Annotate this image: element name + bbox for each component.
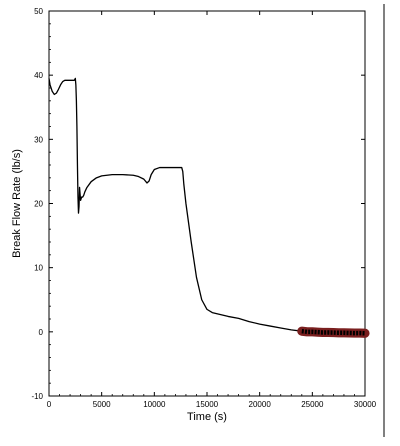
x-tick-label: 15000 [196,400,219,409]
y-tick-label: 10 [34,264,43,273]
x-tick-label: 30000 [354,400,377,409]
data-layer [48,77,370,338]
x-tick-label: 0 [47,400,52,409]
series-line-oscillation [301,328,366,336]
y-tick-label: 20 [34,200,43,209]
x-tick-label: 25000 [301,400,324,409]
series-line [48,77,302,332]
y-tick-label: 30 [34,135,43,144]
y-tick-label: -10 [31,392,43,401]
series-line-band [297,326,370,338]
y-tick-label: 40 [34,71,43,80]
y-tick-label: 0 [39,328,44,337]
ticks-layer: 0 5000 10000 15000 20000 25000 30000 -10 0 10 20 30… [31,7,376,409]
y-tick-label: 50 [34,7,43,16]
x-tick-label: 5000 [93,400,111,409]
y-axis-label: Break Flow Rate (lb/s) [11,149,23,258]
x-tick-label: 10000 [143,400,166,409]
x-axis-label: Time (s) [187,411,227,423]
x-tick-label: 20000 [249,400,272,409]
